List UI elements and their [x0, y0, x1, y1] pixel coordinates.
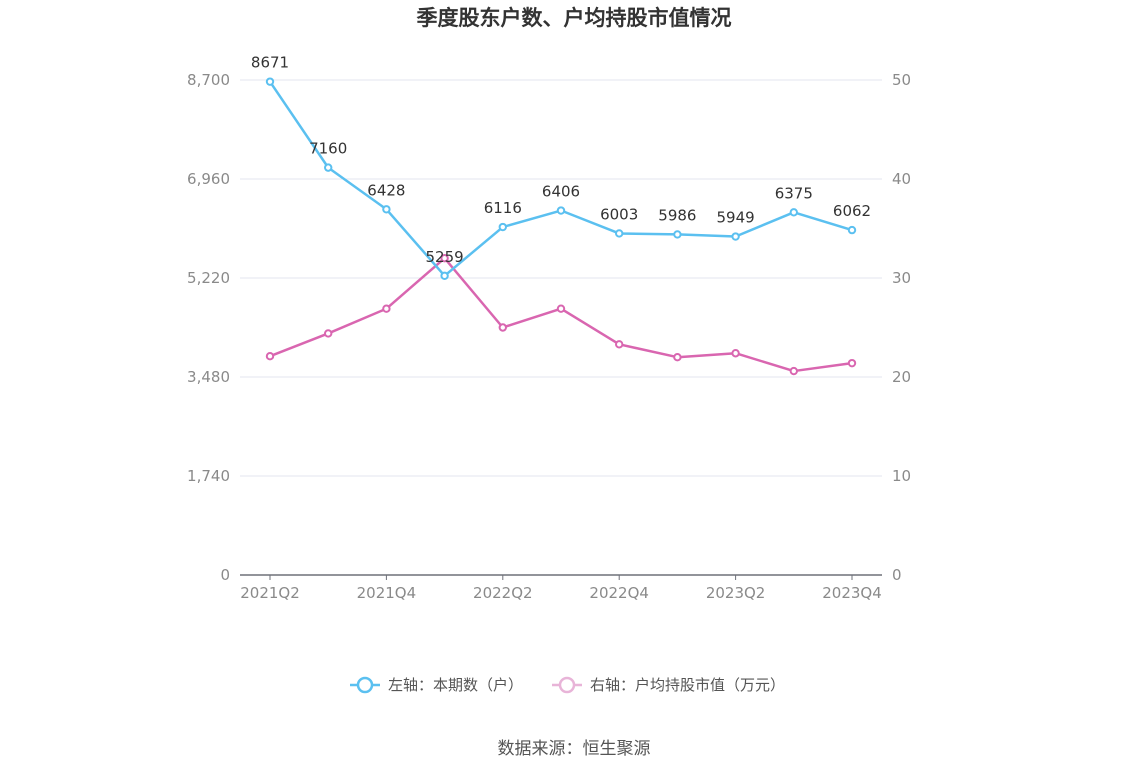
legend-item[interactable]: 右轴：户均持股市值（万元）: [552, 676, 785, 694]
data-label: 6406: [542, 183, 580, 201]
data-point: [324, 329, 333, 338]
left-axis-tick-label: 0: [220, 566, 230, 584]
data-label: 5949: [717, 209, 755, 227]
right-axis-tick-label: 30: [892, 269, 911, 287]
data-point: [556, 206, 566, 215]
data-point: [382, 304, 391, 313]
data-point: [673, 353, 682, 362]
data-point: [265, 352, 275, 361]
data-point: [382, 205, 391, 214]
right-axis-tick-label: 10: [892, 467, 911, 485]
data-point: [673, 230, 682, 239]
data-label: 6428: [367, 181, 405, 199]
data-point: [615, 340, 624, 349]
data-label: 6062: [833, 202, 871, 220]
right-axis-tick-label: 40: [892, 170, 911, 188]
data-label: 5986: [658, 206, 696, 224]
chart-title: 季度股东户数、户均持股市值情况: [417, 6, 732, 30]
data-point: [789, 366, 798, 376]
left-axis-tick-label: 6,960: [187, 170, 230, 188]
series-line: [269, 256, 853, 373]
data-label: 6003: [600, 205, 638, 223]
data-point: [789, 208, 798, 217]
data-point: [440, 271, 449, 280]
source-note: 数据来源：恒生聚源: [498, 739, 651, 759]
data-label: 6375: [775, 184, 813, 202]
data-point: [324, 163, 333, 172]
data-point: [615, 229, 624, 238]
data-point: [731, 349, 740, 358]
x-axis-tick-label: 2021Q2: [240, 584, 300, 602]
data-label: 6116: [484, 199, 522, 217]
data-point: [265, 77, 275, 86]
legend-marker-icon: [356, 676, 374, 694]
left-axis-tick-label: 8,700: [187, 71, 230, 89]
data-point: [498, 323, 507, 332]
right-axis-tick-label: 0: [892, 566, 902, 584]
x-axis-tick-label: 2022Q2: [473, 584, 533, 602]
data-label: 8671: [251, 54, 289, 72]
legend-label: 右轴：户均持股市值（万元）: [590, 676, 785, 694]
right-axis-tick-label: 50: [892, 71, 911, 89]
data-point: [440, 254, 449, 263]
left-axis-tick-label: 1,740: [187, 467, 230, 485]
data-point: [847, 358, 857, 368]
x-axis-tick-label: 2022Q4: [589, 584, 649, 602]
data-point: [731, 232, 740, 241]
data-point: [498, 222, 507, 232]
grid: [240, 79, 882, 477]
series-avg-market-value: [265, 254, 857, 376]
data-label: 5259: [426, 248, 464, 266]
series-layer: 8671 7160 6428 5259 6116 6406 6003 5986 5949 6375…: [251, 54, 871, 376]
legend[interactable]: 左轴：本期数（户） 右轴：户均持股市值（万元）: [350, 676, 785, 694]
x-axis-tick-label: 2023Q4: [822, 584, 882, 602]
left-axis-tick-label: 5,220: [187, 269, 230, 287]
series-holders: [265, 77, 857, 280]
data-point: [847, 225, 857, 235]
x-axis-tick-label: 2023Q2: [706, 584, 766, 602]
axes: 0 1,740 3,480 5,220 6,960 8,700 0 10 20 30 40 50 202…: [187, 71, 911, 602]
legend-label: 左轴：本期数（户）: [388, 676, 523, 694]
legend-item[interactable]: 左轴：本期数（户）: [350, 676, 523, 694]
data-label: 7160: [309, 140, 347, 158]
x-axis-tick-label: 2021Q4: [357, 584, 417, 602]
left-axis-tick-label: 3,480: [187, 368, 230, 386]
data-point: [556, 304, 566, 313]
right-axis-tick-label: 20: [892, 368, 911, 386]
legend-marker-icon: [558, 676, 576, 694]
